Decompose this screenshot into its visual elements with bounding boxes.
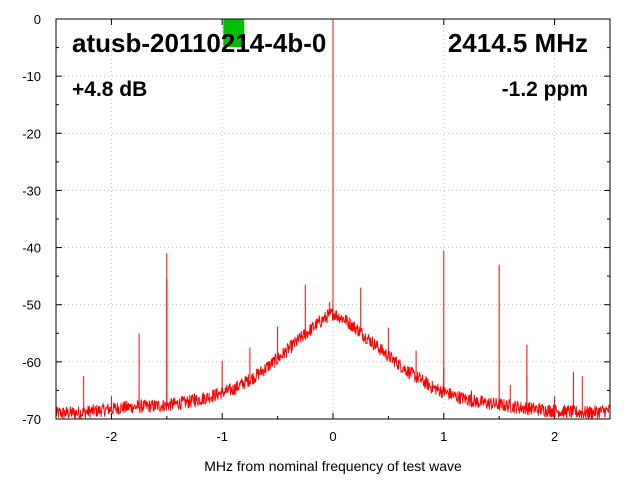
y-tick-label: -70 (22, 412, 41, 427)
y-tick-label: -30 (22, 183, 41, 198)
y-tick-label: -40 (22, 241, 41, 256)
plot-border (55, 18, 611, 420)
y-tick-label: -60 (22, 355, 41, 370)
x-tick-label: 1 (440, 429, 447, 444)
x-tick-label: -1 (216, 429, 228, 444)
x-tick-label: -2 (106, 429, 118, 444)
tick-labels: -2 -1 0 1 20-10-20-30-40-50-60-70 (22, 12, 558, 444)
x-axis-label: MHz from nominal frequency of test wave (204, 458, 462, 474)
frequency-label: 2414.5 MHz (448, 28, 588, 58)
y-tick-label: -10 (22, 69, 41, 84)
series-layer (56, 19, 610, 419)
y-tick-label: -20 (22, 126, 41, 141)
x-tick-label: 0 (329, 429, 336, 444)
ppm-label: -1.2 ppm (502, 78, 588, 101)
channel-marker (223, 19, 245, 47)
noise-floor-trace (56, 307, 610, 419)
y-tick-label: 0 (34, 12, 41, 27)
chart-title: atusb-20110214-4b-0 (72, 28, 326, 58)
y-tick-label: -50 (22, 298, 41, 313)
tick-marks (55, 18, 611, 420)
x-tick-label: 2 (551, 429, 558, 444)
gain-label: +4.8 dB (72, 78, 147, 101)
